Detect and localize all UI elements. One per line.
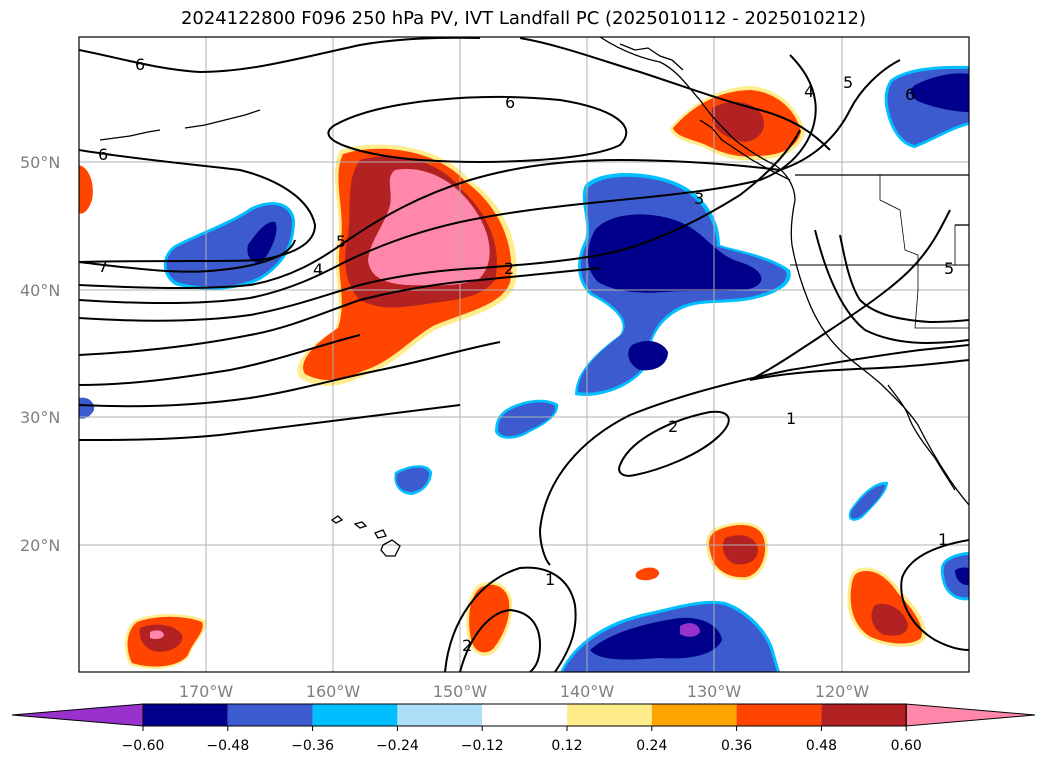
colorbar-tick-label: −0.60 — [122, 738, 165, 754]
colorbar-tick-label: 0.48 — [806, 738, 837, 754]
longitude-labels: 170°W 160°W 150°W 140°W 130°W 120°W — [179, 682, 870, 701]
contour-label: 4 — [804, 82, 814, 101]
colorbar-segment — [567, 704, 652, 726]
lat-label: 50°N — [20, 153, 60, 172]
negative-anomaly-shading — [79, 65, 969, 672]
map-frame — [78, 36, 970, 673]
colorbar-tick-label: −0.12 — [461, 738, 504, 754]
contour-lines — [79, 37, 969, 672]
map-plot-area: 6 6 6 7 5 4 2 3 4 5 6 2 1 1 1 2 5 — [79, 37, 969, 672]
contour-labels: 6 6 6 7 5 4 2 3 4 5 6 2 1 1 1 2 5 — [98, 55, 954, 655]
colorbar-segment — [312, 704, 398, 726]
map-gridlines — [79, 37, 969, 672]
colorbar-tick-label: −0.24 — [376, 738, 419, 754]
latitude-labels: 50°N 40°N 30°N 20°N — [20, 153, 60, 555]
colorbar-tick-label: −0.48 — [206, 738, 249, 754]
colorbar-segment — [397, 704, 483, 726]
colorbar-extend-max — [905, 703, 1036, 727]
colorbar-tick-label: 0.36 — [721, 738, 752, 754]
colorbar: −0.60 −0.48 −0.36 −0.24 −0.12 0.12 0.24 0.36 0.4… — [11, 703, 1036, 754]
colorbar-segment — [482, 704, 567, 726]
contour-label: 1 — [786, 409, 796, 428]
colorbar-segment — [821, 704, 907, 726]
lon-label: 120°W — [815, 682, 870, 701]
contour-label: 3 — [694, 189, 704, 208]
lon-label: 130°W — [687, 682, 742, 701]
colorbar-tick-label: −0.36 — [291, 738, 334, 754]
contour-label: 2 — [504, 259, 514, 278]
lat-label: 40°N — [20, 281, 60, 300]
colorbar-segment — [651, 704, 737, 726]
contour-label: 7 — [98, 257, 108, 276]
lon-label: 150°W — [433, 682, 488, 701]
contour-label: 1 — [938, 530, 948, 549]
contour-label: 5 — [336, 232, 346, 251]
contour-label: 6 — [135, 55, 145, 74]
map-title: 2024122800 F096 250 hPa PV, IVT Landfall… — [180, 8, 867, 29]
contour-label: 5 — [843, 73, 853, 92]
lat-label: 20°N — [20, 536, 60, 555]
contour-label: 1 — [545, 570, 555, 589]
lon-label: 170°W — [179, 682, 234, 701]
colorbar-segment — [143, 704, 228, 726]
contour-label: 6 — [98, 145, 108, 164]
colorbar-segment — [227, 704, 313, 726]
colorbar-frame — [142, 703, 907, 727]
contour-label: 6 — [905, 85, 915, 104]
colorbar-segment — [736, 704, 822, 726]
contour-label: 4 — [313, 260, 323, 279]
contour-label: 5 — [944, 259, 954, 278]
colorbar-tick-label: 0.12 — [551, 738, 582, 754]
colorbar-tick-label: 0.60 — [891, 738, 922, 754]
lon-label: 160°W — [306, 682, 361, 701]
colorbar-tick-label: 0.24 — [636, 738, 667, 754]
contour-label: 6 — [505, 93, 515, 112]
contour-label: 2 — [668, 417, 678, 436]
colorbar-extend-min — [11, 703, 144, 727]
contour-label: 2 — [462, 636, 472, 655]
lon-label: 140°W — [560, 682, 615, 701]
lat-label: 30°N — [20, 408, 60, 427]
